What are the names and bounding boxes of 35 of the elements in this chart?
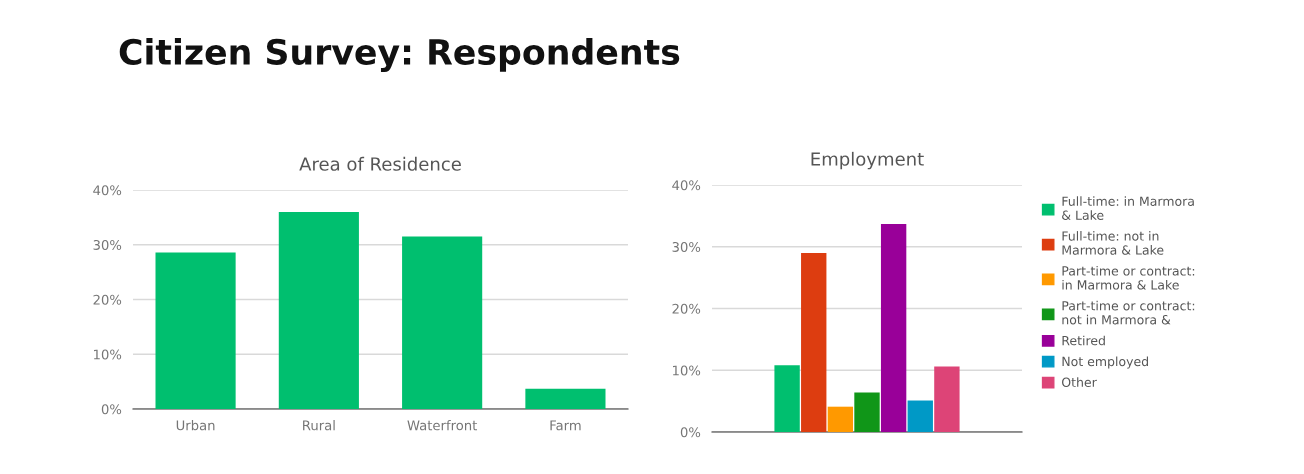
x-tick-label: Urban — [176, 420, 215, 431]
y-tick-label: 0% — [101, 404, 122, 415]
bar — [907, 400, 933, 432]
y-tick-label: 10% — [94, 349, 122, 360]
bar — [880, 223, 907, 432]
legend-label: Full-time: in Marmora & Lake — [1062, 196, 1194, 220]
chart-title: Employment — [811, 151, 924, 170]
bar — [934, 366, 960, 432]
bar — [827, 406, 854, 432]
bar — [854, 392, 880, 432]
y-tick-label: 40% — [672, 180, 701, 191]
x-tick-label: Waterfront — [407, 420, 478, 431]
legend-label: Part-time or contract: in Marmora & Lake — [1062, 265, 1195, 290]
legend-label: Other — [1062, 377, 1097, 388]
y-tick-label: 30% — [672, 241, 701, 252]
legend-label: Retired — [1062, 335, 1105, 346]
y-tick-label: 0% — [680, 427, 701, 438]
bar — [155, 252, 236, 409]
bar — [525, 388, 606, 409]
legend-label: Part-time or contract: not in Marmora & — [1062, 300, 1195, 325]
bar — [774, 365, 800, 432]
bar — [278, 211, 359, 409]
y-tick-label: 20% — [672, 303, 701, 314]
y-tick-label: 30% — [93, 239, 122, 250]
y-tick-label: 40% — [93, 185, 122, 196]
chart-title: Area of Residence — [299, 156, 461, 171]
bar — [402, 236, 483, 409]
y-tick-label: 10% — [673, 365, 701, 376]
legend-label: Not employed — [1062, 356, 1148, 369]
x-tick-label: Farm — [550, 420, 581, 431]
y-tick-label: 20% — [93, 294, 122, 305]
legend-label: Full-time: not in Marmora & Lake — [1062, 231, 1164, 255]
x-tick-label: Rural — [303, 420, 335, 431]
bar — [801, 252, 827, 432]
text: Citizen Survey: Respondents — [119, 38, 680, 72]
